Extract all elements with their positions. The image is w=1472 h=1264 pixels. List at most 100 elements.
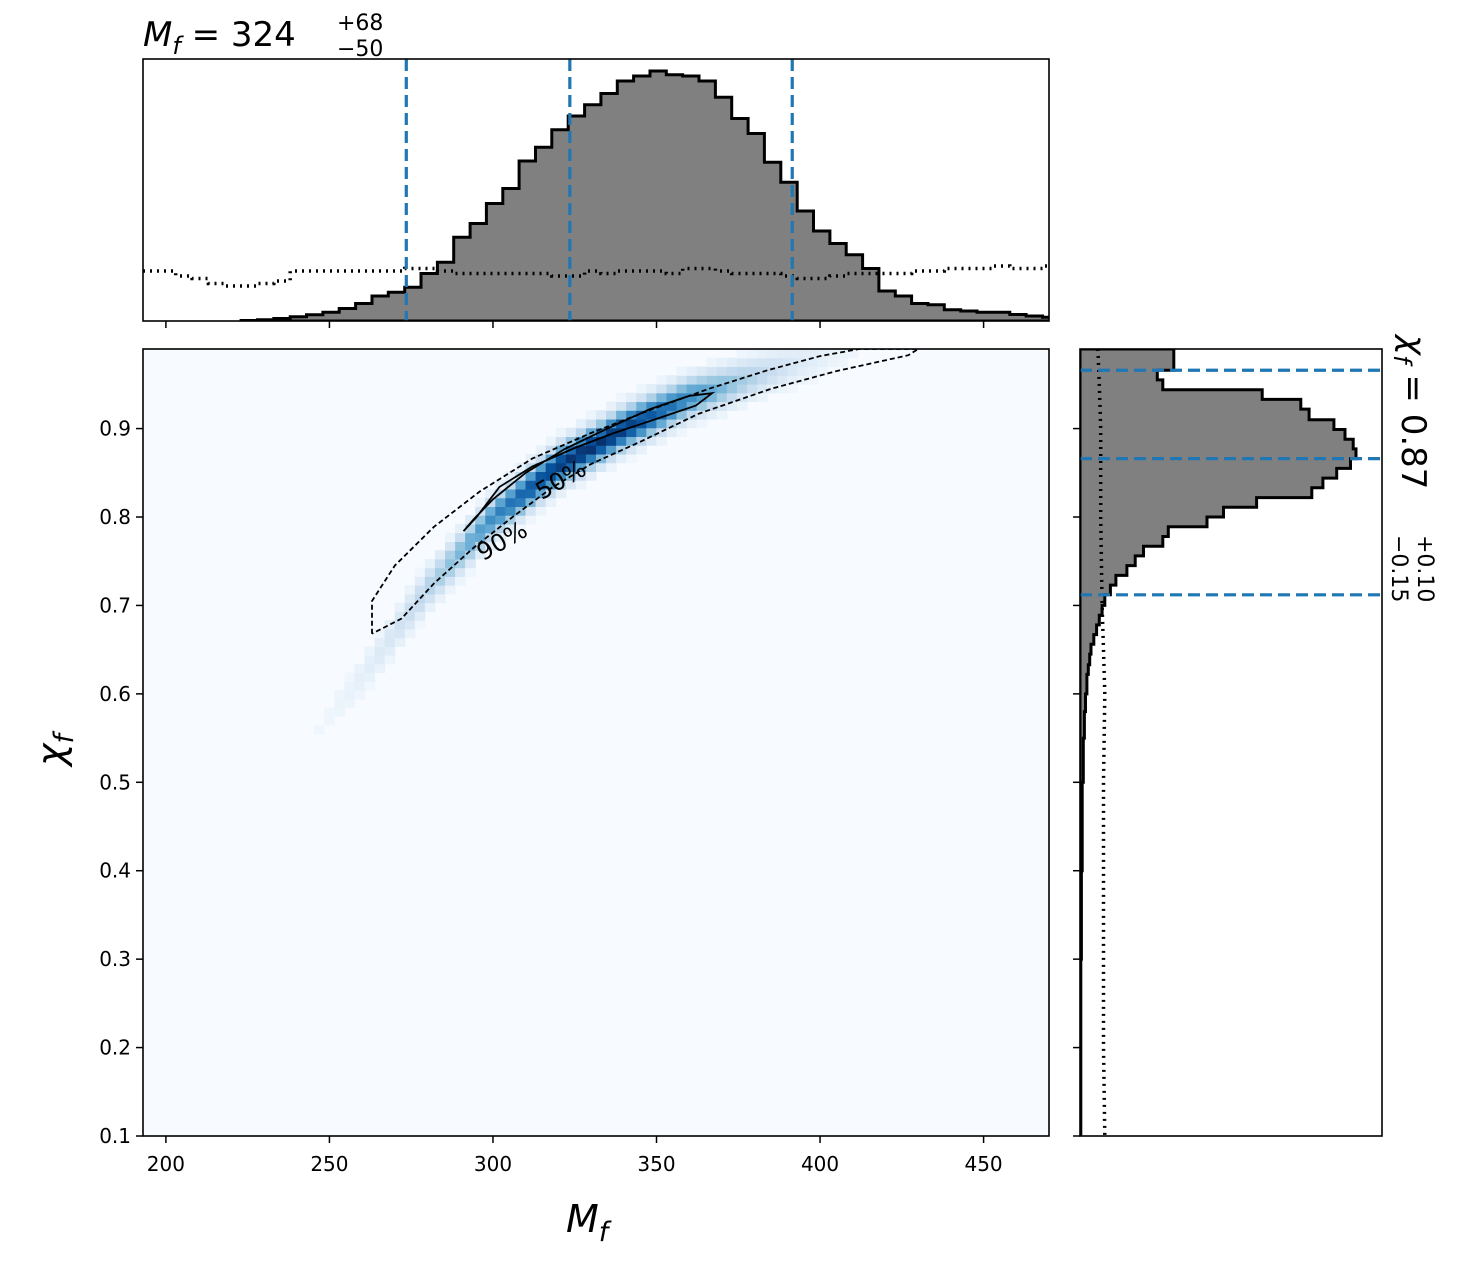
density-cell xyxy=(817,357,829,368)
density-cell xyxy=(596,445,607,455)
density-cell xyxy=(706,357,718,368)
density-cell xyxy=(646,410,657,420)
right-marginal-panel: χf = 0.87 +0.10 −0.15 xyxy=(1073,333,1437,1137)
density-cell xyxy=(465,558,476,569)
density-cell xyxy=(505,497,517,507)
density-cell xyxy=(767,349,778,359)
density-cell xyxy=(747,366,758,376)
density-cell xyxy=(565,480,577,490)
density-cell xyxy=(676,383,688,394)
density-cell xyxy=(777,357,788,368)
density-cell xyxy=(736,401,748,411)
density-cell xyxy=(787,366,798,376)
density-cell xyxy=(636,392,647,403)
density-cell xyxy=(485,523,496,534)
density-cell xyxy=(424,593,436,604)
density-cell xyxy=(485,488,496,499)
density-cell xyxy=(364,681,376,691)
density-cell xyxy=(696,366,708,376)
density-cell xyxy=(485,506,496,516)
density-cell xyxy=(384,655,396,665)
x-tick-label: 400 xyxy=(801,1152,839,1176)
density-cell xyxy=(596,418,607,429)
density-cell xyxy=(837,349,849,359)
density-cell xyxy=(434,567,446,577)
density-cell xyxy=(445,558,456,569)
density-cell xyxy=(767,366,778,376)
density-cell xyxy=(424,558,436,569)
density-cell xyxy=(646,418,657,429)
density-cell xyxy=(706,375,718,385)
density-cell xyxy=(626,445,637,455)
density-cell xyxy=(555,488,567,499)
density-cell xyxy=(465,523,476,534)
density-cell xyxy=(636,445,647,455)
density-cell xyxy=(656,401,668,411)
density-cell xyxy=(525,488,537,499)
density-cell xyxy=(736,392,748,403)
density-cell xyxy=(757,383,768,394)
density-cell xyxy=(686,375,698,385)
top-title-lower: −50 xyxy=(337,37,383,62)
chi-prior-line xyxy=(1096,349,1107,1136)
density-cell xyxy=(706,401,718,411)
density-cell xyxy=(414,567,426,577)
density-cell xyxy=(747,383,758,394)
density-cell xyxy=(716,375,728,385)
density-cell xyxy=(575,445,587,455)
density-cell xyxy=(455,541,466,551)
mf-prior-line xyxy=(143,264,1049,288)
density-cell xyxy=(606,418,617,429)
y-tick-label: 0.5 xyxy=(99,770,131,794)
density-cell xyxy=(636,383,647,394)
density-cell xyxy=(777,349,788,359)
density-cell xyxy=(535,445,547,455)
y-axis-label-symbol: χ xyxy=(29,742,73,768)
contour-50 xyxy=(462,391,716,532)
density-cell xyxy=(575,427,587,438)
density-cell xyxy=(666,375,678,385)
density-cell xyxy=(676,401,688,411)
density-cell xyxy=(646,401,657,411)
x-axis-label-symbol: M xyxy=(566,1197,599,1241)
density-cell xyxy=(354,681,366,691)
density-cell xyxy=(404,585,416,595)
right-title-eq: = xyxy=(1393,364,1433,414)
density-cell xyxy=(535,506,547,516)
density-cell xyxy=(535,462,547,473)
density-cell xyxy=(585,410,597,420)
density-cell xyxy=(555,471,567,481)
density-cell xyxy=(475,497,486,507)
density-cell xyxy=(656,436,668,446)
density-cell xyxy=(706,366,718,376)
density-cell xyxy=(384,628,396,639)
density-cell xyxy=(455,532,466,542)
y-tick-label: 0.4 xyxy=(99,859,131,883)
density-cell xyxy=(485,515,496,525)
density-cell xyxy=(455,576,466,586)
density-cell xyxy=(545,480,557,490)
density-cell xyxy=(847,349,859,359)
density-cell xyxy=(656,410,668,420)
density-cell xyxy=(747,375,758,385)
right-title-median: 0.87 xyxy=(1393,414,1433,490)
right-title-lower: −0.15 xyxy=(1386,535,1411,602)
density-cell xyxy=(666,418,678,429)
density-cell xyxy=(525,515,537,525)
density-cell xyxy=(414,593,426,604)
density-cell xyxy=(475,523,486,534)
density-cell xyxy=(555,462,567,473)
density-cell xyxy=(445,576,456,586)
density-cell xyxy=(374,663,386,674)
density-cell xyxy=(616,436,627,446)
density-cell xyxy=(505,523,517,534)
density-cell xyxy=(495,532,506,542)
density-cell xyxy=(686,410,698,420)
density-cell xyxy=(706,392,718,403)
density-cell xyxy=(767,357,778,368)
chi-histogram xyxy=(1080,349,1358,1136)
density-cell xyxy=(545,471,557,481)
density-cell xyxy=(555,480,567,490)
y-tick-label: 0.9 xyxy=(99,417,131,441)
